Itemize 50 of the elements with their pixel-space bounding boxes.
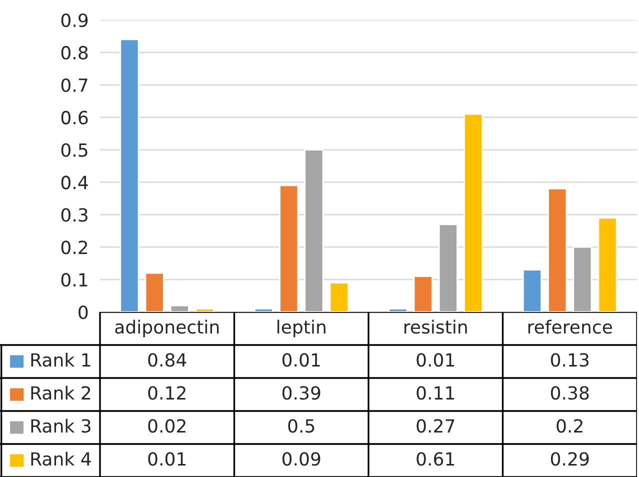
- bar: [413, 276, 433, 312]
- bar: [304, 149, 324, 312]
- data-label: 0.11: [416, 386, 454, 400]
- bar: [464, 113, 484, 312]
- data-label: 0.27: [416, 419, 454, 433]
- x-tick-label: leptin: [278, 320, 326, 338]
- bar: [522, 269, 542, 312]
- bar: [254, 308, 274, 312]
- data-label: 0.38: [550, 386, 589, 400]
- data-label: 0.13: [550, 353, 589, 367]
- data-label: 0.01: [282, 353, 320, 367]
- data-label: 0.29: [550, 452, 589, 466]
- y-tick-label: 0.4: [61, 176, 88, 190]
- bar: [170, 304, 190, 312]
- data-label: 0.01: [416, 353, 454, 367]
- y-tick-label: 0.7: [61, 78, 88, 92]
- bar: [548, 188, 568, 312]
- legend-label: Rank 1: [31, 352, 90, 367]
- data-label: 0.5: [288, 419, 314, 433]
- y-tick-label: 0.5: [61, 143, 88, 157]
- data-label: 0.84: [148, 353, 186, 367]
- data-label: 0.39: [282, 386, 320, 400]
- data-label: 0.61: [416, 452, 454, 466]
- bar: [120, 38, 140, 312]
- y-tick-label: 0.2: [61, 240, 88, 254]
- x-tick-label: reference: [528, 320, 612, 334]
- y-tick-label: 0.3: [61, 208, 88, 222]
- legend-label: Rank 4: [31, 452, 91, 466]
- y-tick-label: 0.9: [61, 13, 88, 28]
- y-tick-label: 0.1: [61, 273, 88, 287]
- data-label: 0.12: [148, 386, 186, 400]
- data-label: 0.09: [282, 452, 320, 466]
- bar: [388, 308, 408, 312]
- bar: [195, 308, 215, 312]
- bar: [572, 246, 592, 312]
- bar: [329, 282, 349, 312]
- y-tick-label: 0.6: [61, 110, 88, 124]
- x-tick-label: resistin: [404, 320, 467, 334]
- legend-label: Rank 3: [31, 418, 90, 433]
- data-label: 0.02: [148, 419, 186, 433]
- legend-label: Rank 2: [31, 386, 90, 400]
- data-label: 0.2: [556, 419, 582, 433]
- bar: [144, 272, 164, 312]
- bar: [438, 224, 458, 312]
- y-tick-label: 0.8: [61, 46, 88, 60]
- x-tick-label: adiponectin: [115, 320, 219, 338]
- data-label: 0.01: [148, 452, 186, 466]
- bar: [598, 217, 618, 312]
- bar: [279, 184, 299, 312]
- y-tick-label: 0: [78, 305, 88, 320]
